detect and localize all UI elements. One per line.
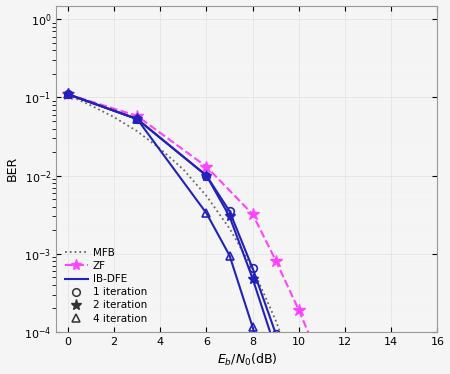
ZF: [296, 308, 302, 312]
MFB: [204, 194, 209, 198]
MFB: [227, 226, 232, 231]
Line: ZF: ZF: [62, 88, 397, 374]
ZF: [319, 362, 324, 367]
MFB: [65, 93, 71, 97]
2 iteration: [135, 117, 140, 121]
MFB: [180, 167, 186, 172]
4 iteration: [204, 211, 209, 215]
1 iteration: [250, 266, 255, 271]
ZF: [250, 212, 255, 217]
4 iteration: [135, 117, 140, 121]
1 iteration: [227, 209, 232, 214]
Legend: MFB, ZF, IB-DFE, 1 iteration, 2 iteration, 4 iteration: MFB, ZF, IB-DFE, 1 iteration, 2 iteratio…: [62, 245, 150, 327]
MFB: [158, 147, 163, 151]
MFB: [250, 266, 255, 271]
2 iteration: [227, 214, 232, 219]
Line: 1 iteration: 1 iteration: [64, 91, 326, 374]
Line: 4 iteration: 4 iteration: [64, 90, 326, 374]
MFB: [273, 318, 279, 323]
Line: MFB: MFB: [68, 95, 322, 374]
1 iteration: [273, 331, 279, 336]
Line: 2 iteration: 2 iteration: [62, 89, 328, 374]
Y-axis label: BER: BER: [5, 156, 18, 181]
4 iteration: [227, 253, 232, 258]
ZF: [135, 114, 140, 118]
2 iteration: [204, 174, 209, 178]
1 iteration: [204, 174, 209, 178]
2 iteration: [250, 276, 255, 281]
ZF: [204, 165, 209, 169]
MFB: [88, 103, 94, 108]
2 iteration: [273, 347, 279, 352]
MFB: [111, 115, 117, 119]
2 iteration: [65, 92, 71, 96]
ZF: [65, 92, 71, 96]
1 iteration: [65, 92, 71, 96]
X-axis label: $E_b/N_0$(dB): $E_b/N_0$(dB): [216, 352, 277, 368]
4 iteration: [65, 92, 71, 96]
1 iteration: [135, 117, 140, 121]
MFB: [135, 129, 140, 134]
4 iteration: [250, 325, 255, 329]
ZF: [273, 258, 279, 263]
